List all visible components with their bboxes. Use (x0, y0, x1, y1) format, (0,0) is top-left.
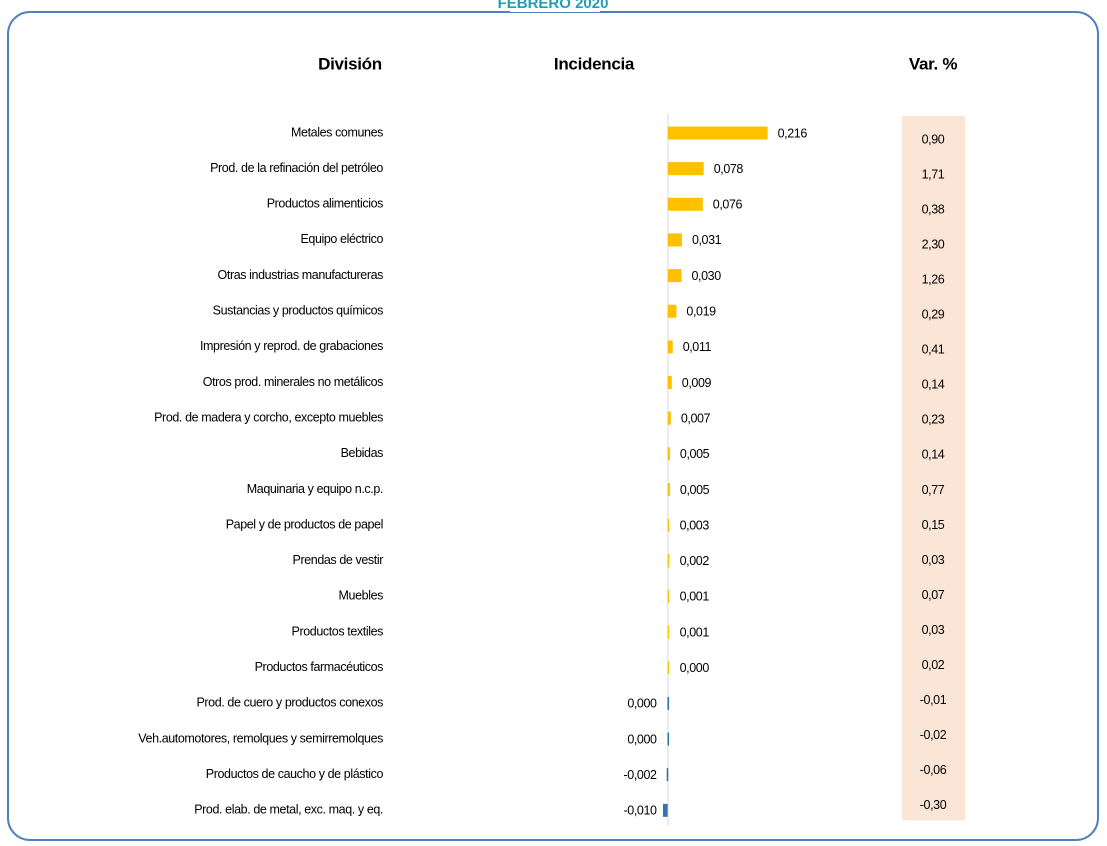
var-value: 2,30 (922, 237, 945, 251)
var-value: 1,26 (922, 272, 945, 286)
var-value: 0,41 (922, 343, 945, 357)
category-label: Otras industrias manufactureras (218, 268, 384, 282)
category-label: Prod. de cuero y productos conexos (196, 696, 383, 710)
value-label: 0,003 (680, 518, 710, 532)
bar (667, 304, 677, 318)
value-label: 0,216 (778, 126, 808, 140)
column-header: División (318, 54, 382, 73)
category-label: Prod. elab. de metal, exc. maq. y eq. (194, 803, 383, 817)
value-label: 0,002 (680, 554, 710, 568)
var-value: 0,29 (922, 308, 945, 322)
value-label: 0,009 (682, 376, 712, 390)
bar (662, 803, 668, 817)
var-value: -0,02 (920, 728, 947, 742)
var-value: 0,02 (922, 658, 945, 672)
value-label: 0,011 (683, 340, 712, 354)
value-label: 0,007 (681, 411, 711, 425)
var-value: 0,07 (922, 588, 945, 602)
value-label: 0,000 (627, 732, 657, 746)
category-label: Prod. de la refinación del petróleo (210, 161, 383, 175)
value-label: 0,000 (680, 661, 710, 675)
value-label: 0,076 (713, 198, 743, 212)
var-value: 0,23 (922, 413, 945, 427)
value-label: 0,005 (680, 483, 710, 497)
value-label: 0,031 (692, 233, 722, 247)
bar (667, 554, 670, 568)
bar (667, 233, 682, 247)
bar (667, 162, 704, 176)
bar (667, 518, 670, 532)
category-label: Equipo eléctrico (300, 232, 383, 246)
value-label: -0,002 (624, 768, 657, 782)
category-label: Maquinaria y equipo n.c.p. (247, 482, 383, 496)
category-label: Prod. de madera y corcho, excepto mueble… (154, 410, 383, 424)
var-value: 0,38 (922, 202, 945, 216)
bar (667, 589, 670, 603)
chart-title: FEBRERO 2020 (498, 0, 609, 12)
category-label: Otros prod. minerales no metálicos (203, 375, 383, 389)
bar (667, 269, 682, 283)
var-value: 0,90 (922, 132, 945, 146)
var-value: -0,01 (920, 693, 947, 707)
value-label: 0,019 (686, 305, 716, 319)
bar (667, 340, 673, 354)
value-label: 0,000 (627, 697, 657, 711)
bar (666, 768, 669, 782)
var-value: 0,03 (922, 553, 945, 567)
column-header: Var. % (909, 54, 957, 73)
category-label: Prendas de vestir (293, 553, 384, 567)
category-label: Veh.automotores, remolques y semirremolq… (138, 731, 383, 745)
bar (667, 661, 670, 675)
var-value: 1,71 (922, 167, 945, 181)
bar (667, 376, 672, 390)
bar (667, 625, 670, 639)
bar (667, 447, 670, 461)
bar (667, 126, 768, 140)
var-value: 0,77 (922, 483, 945, 497)
category-label: Muebles (339, 589, 384, 603)
bar (667, 411, 671, 425)
category-label: Impresión y reprod. de grabaciones (200, 339, 383, 353)
category-label: Productos textiles (292, 624, 384, 638)
value-label: 0,001 (680, 590, 710, 604)
var-value: 0,15 (922, 518, 945, 532)
category-label: Metales comunes (291, 125, 383, 139)
column-header: Incidencia (554, 54, 635, 73)
category-label: Productos farmacéuticos (255, 660, 384, 674)
value-label: 0,078 (714, 162, 744, 176)
category-label: Productos alimenticios (267, 197, 383, 211)
var-value: 0,14 (922, 448, 945, 462)
bar (667, 483, 670, 496)
value-label: 0,005 (680, 447, 710, 461)
bar (667, 696, 670, 710)
title-mask (510, 0, 600, 12)
category-label: Papel y de productos de papel (226, 517, 383, 531)
var-column-background (902, 116, 965, 821)
bar (667, 197, 703, 211)
bar (667, 732, 670, 746)
category-label: Bebidas (341, 446, 384, 460)
var-value: -0,06 (920, 763, 947, 777)
var-value: 0,03 (922, 623, 945, 637)
category-label: Sustancias y productos químicos (213, 304, 383, 318)
value-label: 0,030 (691, 269, 721, 283)
var-value: -0,30 (920, 798, 947, 812)
value-label: 0,001 (680, 625, 710, 639)
var-value: 0,14 (922, 378, 945, 392)
value-label: -0,010 (624, 804, 657, 818)
category-label: Productos de caucho y de plástico (206, 767, 384, 781)
